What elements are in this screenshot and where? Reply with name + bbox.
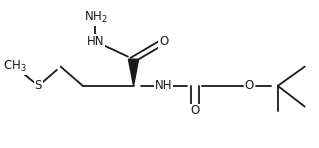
Text: O: O [191, 104, 200, 118]
Text: NH: NH [155, 79, 172, 92]
Text: O: O [159, 35, 168, 48]
Text: NH$_2$: NH$_2$ [84, 10, 108, 25]
Text: CH$_3$: CH$_3$ [3, 59, 26, 74]
Text: HN: HN [87, 35, 104, 48]
Polygon shape [129, 59, 138, 86]
Text: O: O [245, 79, 254, 92]
Text: S: S [35, 79, 42, 92]
